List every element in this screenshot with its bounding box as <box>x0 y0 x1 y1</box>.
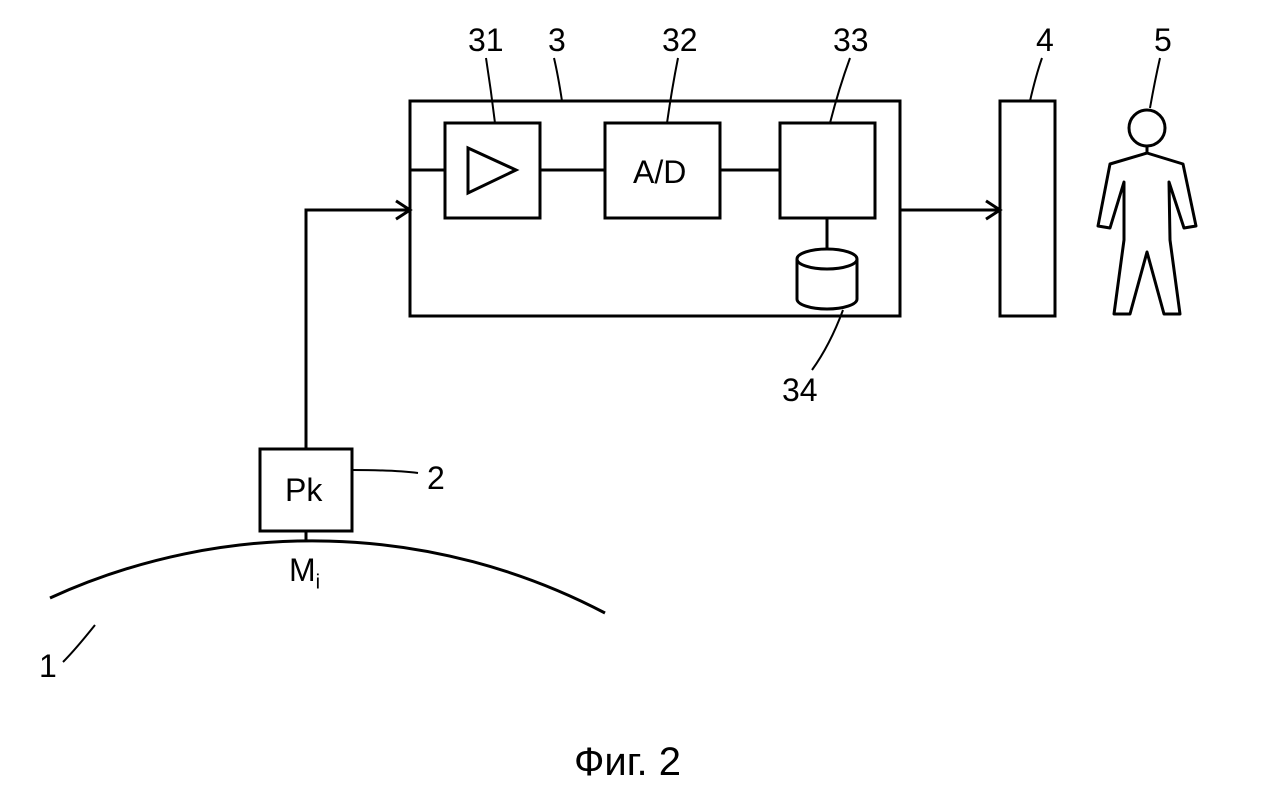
amplifier-triangle-icon <box>468 148 516 193</box>
label-adc: A/D <box>633 154 686 191</box>
leader-31 <box>486 58 495 123</box>
label-31: 31 <box>468 22 504 59</box>
label-2: 2 <box>427 460 445 497</box>
label-34: 34 <box>782 372 818 409</box>
person-head-icon <box>1129 110 1165 146</box>
label-mi: Mi <box>289 552 320 594</box>
signal-pk-to-main <box>306 210 410 449</box>
label-4: 4 <box>1036 22 1054 59</box>
label-5: 5 <box>1154 22 1172 59</box>
leader-5 <box>1150 58 1160 108</box>
figure-caption: Фиг. 2 <box>574 740 681 785</box>
display-box <box>1000 101 1055 316</box>
label-3: 3 <box>548 22 566 59</box>
label-32: 32 <box>662 22 698 59</box>
label-1: 1 <box>39 648 57 685</box>
amplifier-box <box>445 123 540 218</box>
storage-cylinder-top <box>797 249 857 269</box>
leader-1 <box>63 625 95 662</box>
label-33: 33 <box>833 22 869 59</box>
person-body-icon <box>1098 146 1196 314</box>
leader-3 <box>554 58 562 101</box>
leader-2 <box>352 470 418 473</box>
processing-unit-box <box>410 101 900 316</box>
leader-34 <box>812 310 843 370</box>
processor-box <box>780 123 875 218</box>
leader-33 <box>830 58 850 123</box>
leader-4 <box>1030 58 1042 101</box>
label-pk: Pk <box>285 472 322 509</box>
leader-32 <box>667 58 678 123</box>
object-surface-arc <box>50 541 605 613</box>
